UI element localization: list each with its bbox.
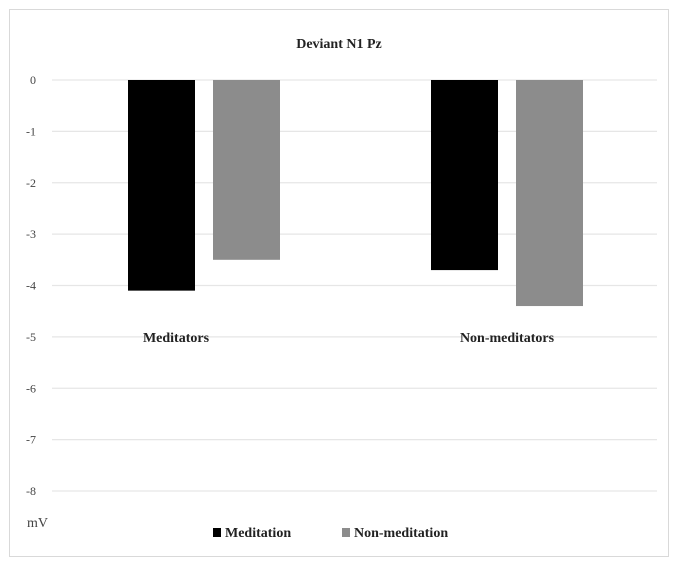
legend-label: Meditation (225, 526, 291, 541)
bar-meditation (128, 80, 195, 291)
legend: Meditation Non-meditation (213, 526, 448, 541)
legend-label: Non-meditation (354, 526, 448, 541)
category-label: Non-meditators (460, 331, 555, 346)
legend-swatch (213, 528, 221, 537)
y-tick-label: -7 (26, 433, 36, 447)
y-tick-label: -3 (26, 227, 36, 241)
y-axis-unit-label: mV (27, 516, 48, 531)
y-tick-label: -6 (26, 381, 36, 395)
y-tick-label: -4 (26, 279, 36, 293)
bar-non-meditation (516, 80, 583, 307)
y-tick-label: -1 (26, 124, 36, 138)
bar-meditation (431, 80, 498, 271)
legend-swatch (342, 528, 350, 537)
y-axis-ticks: 0 -1 -2 -3 -4 -5 -6 -7 -8 (26, 73, 36, 498)
bars (128, 80, 583, 307)
category-labels: Meditators Non-meditators (143, 331, 555, 346)
category-label: Meditators (143, 331, 210, 346)
chart-title: Deviant N1 Pz (296, 37, 382, 52)
y-tick-label: 0 (30, 73, 36, 87)
y-tick-label: -5 (26, 330, 36, 344)
y-tick-label: -2 (26, 176, 36, 190)
y-tick-label: -8 (26, 484, 36, 498)
bar-non-meditation (213, 80, 280, 260)
